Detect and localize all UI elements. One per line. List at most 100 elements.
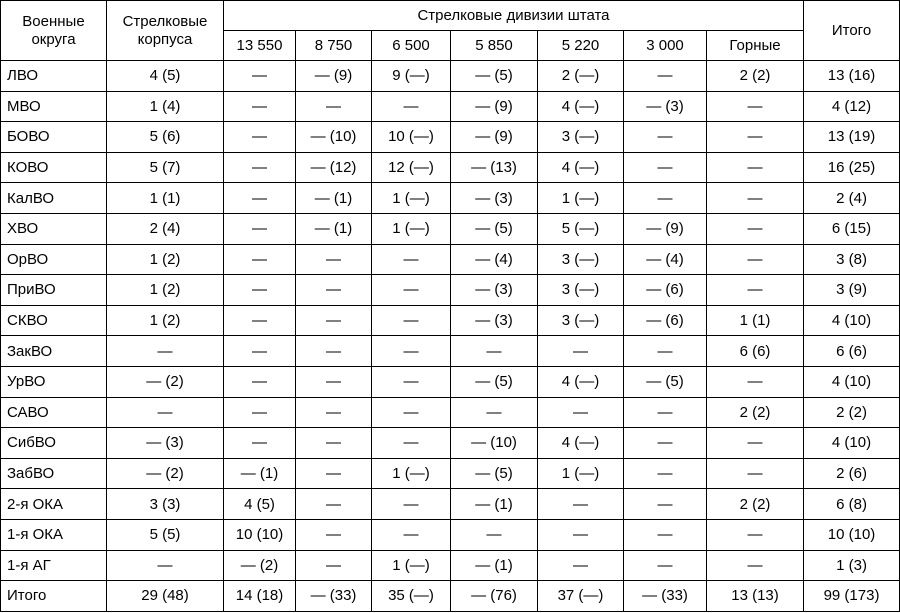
table-cell: 2 (4)	[803, 182, 900, 214]
table-cell: —	[223, 243, 296, 276]
table-cell: —	[623, 60, 707, 92]
table-cell: —	[223, 365, 296, 398]
table-cell: — (12)	[295, 151, 372, 184]
district-name: ЛВО	[0, 60, 107, 92]
table-cell: — (33)	[295, 580, 372, 612]
table-cell: — (9)	[623, 212, 707, 245]
header-division-state: 6 500	[371, 30, 451, 61]
table-row: КалВО 1 (1) — — (1) 1 (—) — (3) 1 (—) — —2 (4)	[0, 182, 900, 214]
table-row: ЗабВО — (2) — (1) —1 (—) — (5) 1 (—) — —2 (6)	[0, 457, 900, 490]
table-cell: —	[623, 488, 707, 520]
table-cell: —	[371, 274, 451, 306]
table-cell: —	[450, 518, 538, 551]
table-cell: 3 (3)	[106, 488, 224, 520]
table-cell: 13 (19)	[803, 121, 900, 153]
total-row: Итого 29 (48) 14 (18) — (33) 35 (—) — (76) 37 …	[0, 580, 900, 612]
table-cell: 1 (2)	[106, 274, 224, 306]
table-cell: —	[705, 182, 805, 214]
table-cell: 1 (2)	[106, 243, 224, 276]
table-cell: 4 (10)	[803, 427, 900, 459]
table-cell: 4 (12)	[803, 90, 900, 123]
district-name: КалВО	[0, 182, 107, 214]
table-cell: 1 (—)	[537, 182, 624, 214]
table-cell: 4 (5)	[223, 488, 296, 520]
table-cell: — (10)	[295, 121, 372, 153]
table-cell: 5 (5)	[106, 518, 224, 551]
table-cell: 2 (6)	[803, 457, 900, 490]
table-cell: —	[623, 427, 707, 459]
table-cell: —	[705, 274, 805, 306]
table-cell: — (1)	[223, 457, 296, 490]
table-row: 1-я АГ — — (2) —1 (—) — (1) — — —1 (3)	[0, 549, 900, 582]
table-cell: —	[295, 274, 372, 306]
table-cell: — (2)	[223, 549, 296, 582]
table-row: ЛВО 4 (5) — — (9) 9 (—) — (5) 2 (—) —2 (2) 13 (1…	[0, 60, 900, 92]
table-cell: —	[623, 121, 707, 153]
header-district: Военные округа	[0, 0, 107, 61]
district-name: ПриВО	[0, 274, 107, 306]
table-cell: 6 (6)	[803, 335, 900, 367]
table-cell: — (9)	[450, 121, 538, 153]
table-cell: 10 (—)	[371, 121, 451, 153]
district-name: ХВО	[0, 212, 107, 245]
header-division-state: 5 220	[537, 30, 624, 61]
table-cell: 9 (—)	[371, 60, 451, 92]
table-cell: 6 (6)	[705, 335, 805, 367]
table-row: МВО 1 (4) — — — — (9) 4 (—) — (3) —4 (12)	[0, 90, 900, 123]
table-cell: 3 (9)	[803, 274, 900, 306]
table-cell: —	[295, 396, 372, 429]
district-name: 1-я ОКА	[0, 518, 107, 551]
table-cell: 37 (—)	[537, 580, 624, 612]
table-cell: — (1)	[450, 488, 538, 520]
table-row: ХВО 2 (4) — — (1) 1 (—) — (5) 5 (—) — (9) —6 (15…	[0, 212, 900, 245]
header-total: Итого	[803, 0, 900, 61]
table-cell: 13 (16)	[803, 60, 900, 92]
table-cell: —	[223, 60, 296, 92]
table-cell: — (9)	[295, 60, 372, 92]
header-row-1: Военные округа Стрелковые корпуса Стрелк…	[0, 0, 900, 61]
table-cell: —	[705, 518, 805, 551]
table-cell: —	[623, 518, 707, 551]
table-cell: —	[223, 335, 296, 367]
table-cell: —	[106, 335, 224, 367]
table-cell: —	[371, 427, 451, 459]
district-name: СибВО	[0, 427, 107, 459]
table-cell: 1 (—)	[371, 182, 451, 214]
table-row: КОВО 5 (7) — — (12) 12 (—) — (13) 4 (—) — —16 (2…	[0, 151, 900, 184]
table-row: САВО — — — — — — —2 (2) 2 (2)	[0, 396, 900, 429]
header-divisions-group: Стрелковые дивизии штата	[222, 0, 805, 31]
table-cell: 4 (—)	[537, 151, 624, 184]
header-division-state: 5 850	[450, 30, 538, 61]
header-corps: Стрелковые корпуса	[106, 0, 224, 61]
table-cell: 2 (2)	[803, 396, 900, 429]
table-cell: 1 (—)	[537, 457, 624, 490]
table-cell: —	[623, 457, 707, 490]
header-division-state: 13 550	[223, 30, 296, 61]
table-cell: 1 (—)	[371, 457, 451, 490]
table-cell: — (5)	[450, 457, 538, 490]
table-cell: —	[295, 90, 372, 123]
table-cell: — (33)	[623, 580, 707, 612]
table-cell: —	[537, 335, 624, 367]
table-cell: — (3)	[450, 182, 538, 214]
table-cell: — (5)	[623, 365, 707, 398]
table-cell: 3 (—)	[537, 243, 624, 276]
table-cell: —	[705, 243, 805, 276]
table-cell: — (2)	[106, 365, 224, 398]
table-cell: —	[537, 518, 624, 551]
table-cell: —	[223, 90, 296, 123]
table-cell: 2 (4)	[106, 212, 224, 245]
table-cell: —	[223, 151, 296, 184]
table-cell: —	[705, 121, 805, 153]
table-cell: 3 (—)	[537, 121, 624, 153]
table-cell: — (3)	[450, 304, 538, 337]
table-cell: —	[623, 151, 707, 184]
district-name: УрВО	[0, 365, 107, 398]
table-cell: 14 (18)	[223, 580, 296, 612]
table-cell: —	[106, 396, 224, 429]
table-cell: 4 (5)	[106, 60, 224, 92]
table-cell: —	[371, 335, 451, 367]
table-cell: 3 (—)	[537, 274, 624, 306]
table-cell: —	[295, 335, 372, 367]
